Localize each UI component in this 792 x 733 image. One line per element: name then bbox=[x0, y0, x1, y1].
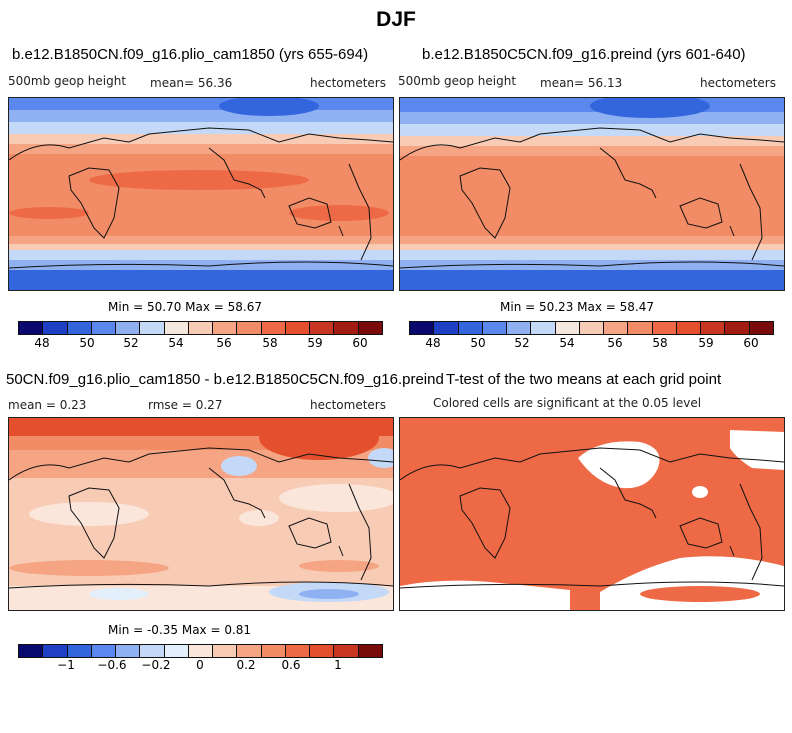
panel2-map bbox=[399, 97, 785, 291]
cbar2-tick: 52 bbox=[514, 336, 530, 350]
colorbar-box bbox=[116, 322, 141, 334]
colorbar-box bbox=[213, 645, 238, 657]
cbar1-tick: 60 bbox=[352, 336, 368, 350]
cbar3-tick: −1 bbox=[57, 658, 75, 672]
colorbar-box bbox=[310, 322, 335, 334]
colorbar-box bbox=[188, 645, 214, 657]
panel1-mean-label: mean= 56.36 bbox=[150, 76, 233, 90]
panel1-heatmap bbox=[9, 98, 393, 290]
panel4-heatmap bbox=[400, 418, 784, 610]
colorbar-box bbox=[67, 322, 92, 334]
panel3-units-label: hectometers bbox=[310, 398, 386, 412]
colorbar-box bbox=[91, 322, 117, 334]
cbar2-tick: 50 bbox=[470, 336, 486, 350]
panel3-heatmap bbox=[9, 418, 393, 610]
colorbar-box bbox=[237, 645, 262, 657]
cbar2-tick: 56 bbox=[607, 336, 623, 350]
colorbar-box bbox=[725, 322, 750, 334]
colorbar-box bbox=[628, 322, 653, 334]
cbar3-tick: 0.6 bbox=[281, 658, 301, 672]
colorbar-absolute-2 bbox=[409, 321, 774, 335]
colorbar-difference bbox=[18, 644, 383, 658]
colorbar-box bbox=[285, 645, 311, 657]
colorbar-box bbox=[507, 322, 532, 334]
panel1-units-label: hectometers bbox=[310, 76, 386, 90]
panel3-title: 50CN.f09_g16.plio_cam1850 - b.e12.B1850C… bbox=[6, 371, 444, 388]
colorbar-box bbox=[261, 645, 286, 657]
panel3-minmax: Min = -0.35 Max = 0.81 bbox=[108, 623, 252, 637]
cbar1-tick: 54 bbox=[168, 336, 184, 350]
cbar2-tick: 58 bbox=[652, 336, 668, 350]
colorbar-absolute-1 bbox=[18, 321, 383, 335]
colorbar-box bbox=[213, 322, 238, 334]
cbar3-tick: −0.6 bbox=[97, 658, 127, 672]
colorbar-box bbox=[91, 645, 117, 657]
panel1-title: b.e12.B1850CN.f09_g16.plio_cam1850 (yrs … bbox=[12, 46, 369, 63]
panel2-mean-label: mean= 56.13 bbox=[540, 76, 623, 90]
colorbar-box bbox=[358, 645, 382, 657]
colorbar-box bbox=[334, 322, 359, 334]
cbar2-tick: 54 bbox=[559, 336, 575, 350]
colorbar-box bbox=[237, 322, 262, 334]
colorbar-box bbox=[43, 645, 68, 657]
cbar1-tick: 59 bbox=[307, 336, 323, 350]
cbar3-tick: −0.2 bbox=[141, 658, 171, 672]
panel3-mean-label: mean = 0.23 bbox=[8, 398, 87, 412]
panel4-subtitle: Colored cells are significant at the 0.0… bbox=[433, 396, 702, 410]
colorbar-box bbox=[67, 645, 92, 657]
cbar1-tick: 50 bbox=[79, 336, 95, 350]
colorbar-box bbox=[310, 645, 335, 657]
colorbar-box bbox=[410, 322, 435, 334]
cbar1-tick: 48 bbox=[34, 336, 50, 350]
colorbar-box bbox=[140, 322, 165, 334]
panel2-title: b.e12.B1850C5CN.f09_g16.preind (yrs 601-… bbox=[422, 46, 746, 63]
colorbar-box bbox=[531, 322, 556, 334]
colorbar-box bbox=[434, 322, 459, 334]
panel3-map bbox=[8, 417, 394, 611]
panel1-map bbox=[8, 97, 394, 291]
colorbar-box bbox=[604, 322, 629, 334]
cbar2-tick: 59 bbox=[698, 336, 714, 350]
panel1-variable-label: 500mb geop height bbox=[8, 74, 127, 88]
colorbar-box bbox=[19, 645, 44, 657]
panel2-units-label: hectometers bbox=[700, 76, 776, 90]
cbar3-tick: 0 bbox=[196, 658, 204, 672]
colorbar-box bbox=[43, 322, 68, 334]
colorbar-box bbox=[261, 322, 286, 334]
cbar3-tick: 1 bbox=[334, 658, 342, 672]
cbar2-tick: 48 bbox=[425, 336, 441, 350]
colorbar-box bbox=[358, 322, 382, 334]
colorbar-box bbox=[701, 322, 726, 334]
panel2-heatmap bbox=[400, 98, 784, 290]
colorbar-box bbox=[555, 322, 580, 334]
colorbar-box bbox=[164, 322, 189, 334]
colorbar-box bbox=[652, 322, 677, 334]
cbar1-tick: 58 bbox=[262, 336, 278, 350]
colorbar-box bbox=[164, 645, 189, 657]
colorbar-box bbox=[285, 322, 311, 334]
colorbar-box bbox=[482, 322, 508, 334]
cbar1-tick: 56 bbox=[216, 336, 232, 350]
colorbar-box bbox=[116, 645, 141, 657]
panel2-minmax: Min = 50.23 Max = 58.47 bbox=[500, 300, 654, 314]
colorbar-box bbox=[458, 322, 483, 334]
cbar3-tick: 0.2 bbox=[236, 658, 256, 672]
panel3-rmse-label: rmse = 0.27 bbox=[148, 398, 223, 412]
colorbar-box bbox=[676, 322, 702, 334]
colorbar-box bbox=[749, 322, 773, 334]
colorbar-box bbox=[579, 322, 605, 334]
colorbar-box bbox=[19, 322, 44, 334]
panel4-title: T-test of the two means at each grid poi… bbox=[446, 371, 722, 388]
colorbar-box bbox=[140, 645, 165, 657]
colorbar-box bbox=[188, 322, 214, 334]
panel2-variable-label: 500mb geop height bbox=[398, 74, 517, 88]
panel1-minmax: Min = 50.70 Max = 58.67 bbox=[108, 300, 262, 314]
cbar1-tick: 52 bbox=[123, 336, 139, 350]
cbar2-tick: 60 bbox=[743, 336, 759, 350]
figure-title: DJF bbox=[376, 8, 416, 31]
colorbar-box bbox=[334, 645, 359, 657]
panel4-map bbox=[399, 417, 785, 611]
